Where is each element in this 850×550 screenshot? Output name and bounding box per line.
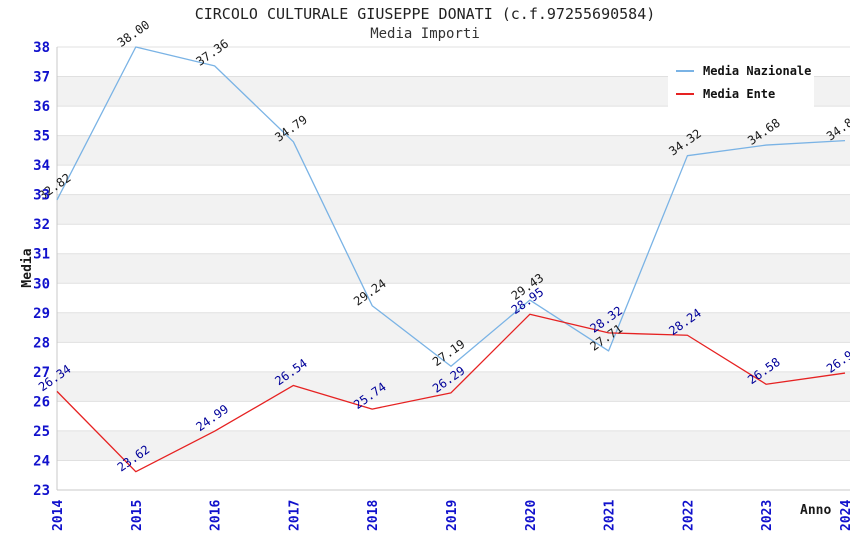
chart-subtitle: Media Importi xyxy=(370,26,480,42)
grid-band xyxy=(57,342,850,372)
x-tick-label: 2019 xyxy=(445,500,460,531)
grid-band xyxy=(57,135,850,166)
x-tick-label: 2021 xyxy=(603,500,618,531)
series-line xyxy=(56,46,846,367)
y-tick-label: 27 xyxy=(33,365,50,381)
y-tick-label: 29 xyxy=(33,306,50,322)
y-tick-label: 23 xyxy=(33,483,50,499)
x-tick-label: 2023 xyxy=(760,500,775,531)
y-tick-label: 25 xyxy=(33,424,50,440)
y-tick-label: 38 xyxy=(33,40,50,56)
grid-band xyxy=(57,371,850,402)
x-tick-label: 2015 xyxy=(130,500,145,531)
legend-item-media-ente: Media Ente xyxy=(676,87,806,101)
grid-band xyxy=(57,224,850,254)
x-tick-label: 2020 xyxy=(524,500,539,531)
y-axis-title: Media xyxy=(20,248,35,288)
x-tick-label: 2024 xyxy=(839,500,850,531)
y-tick-label: 31 xyxy=(33,247,50,263)
y-tick-label: 37 xyxy=(33,70,50,86)
x-tick-label: 2018 xyxy=(366,500,381,531)
y-tick-label: 28 xyxy=(33,335,50,351)
grid-band xyxy=(57,430,850,461)
legend-item-media-nazionale: Media Nazionale xyxy=(676,64,811,78)
grid-band xyxy=(57,460,850,490)
x-tick-label: 2017 xyxy=(287,500,302,531)
legend-label: Media Ente xyxy=(703,87,776,101)
x-axis-title: Anno xyxy=(800,503,832,518)
grid-band xyxy=(57,283,850,313)
grid-band xyxy=(57,401,850,431)
y-tick-label: 35 xyxy=(33,129,50,145)
x-tick-label: 2016 xyxy=(209,500,224,531)
x-tick-label: 2022 xyxy=(681,500,696,531)
grid-band xyxy=(57,165,850,195)
y-tick-label: 26 xyxy=(33,394,50,410)
grid-band xyxy=(57,106,850,136)
legend: Media Nazionale Media Ente xyxy=(668,57,814,108)
y-tick-label: 32 xyxy=(33,217,50,233)
y-tick-label: 34 xyxy=(33,158,50,174)
grid-band xyxy=(57,312,850,343)
data-point-label: 38.00 xyxy=(115,18,153,50)
chart-title: CIRCOLO CULTURALE GIUSEPPE DONATI (c.f.9… xyxy=(194,5,656,23)
y-tick-label: 24 xyxy=(33,453,50,469)
line-swatch-icon xyxy=(676,93,694,95)
legend-label: Media Nazionale xyxy=(703,64,812,78)
y-tick-label: 30 xyxy=(33,276,50,292)
line-swatch-icon xyxy=(676,70,694,72)
grid-band xyxy=(57,253,850,284)
series-line xyxy=(56,313,846,473)
grid-band xyxy=(57,194,850,225)
y-tick-label: 36 xyxy=(33,99,50,115)
y-tick-label: 33 xyxy=(33,188,50,204)
x-tick-label: 2014 xyxy=(51,500,66,531)
